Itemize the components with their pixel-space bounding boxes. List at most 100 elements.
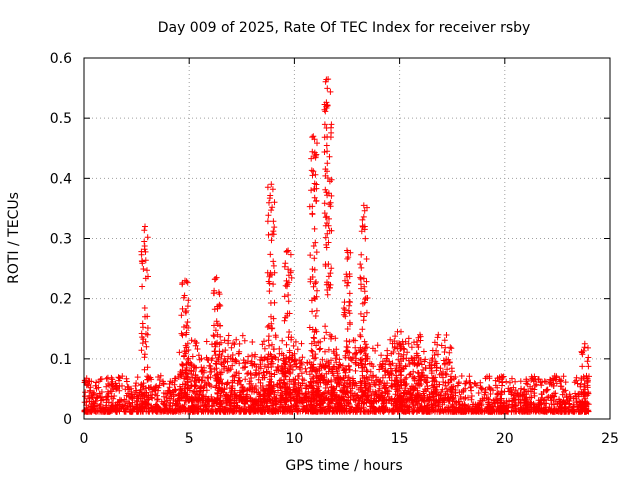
data-point (84, 381, 91, 388)
data-point (270, 228, 277, 235)
data-point (148, 394, 155, 401)
data-point (467, 384, 474, 391)
data-point (384, 380, 391, 387)
data-point (370, 363, 377, 370)
data-point (166, 395, 173, 402)
data-point (142, 223, 148, 230)
data-point (312, 389, 319, 396)
data-point (285, 272, 292, 279)
data-point (274, 381, 281, 388)
data-point (217, 333, 224, 340)
data-point (342, 366, 348, 373)
data-point (267, 270, 274, 276)
data-point (256, 370, 263, 377)
data-point (138, 347, 145, 354)
data-point (184, 386, 191, 392)
data-point (326, 153, 333, 160)
data-point (448, 345, 455, 352)
data-point (270, 382, 277, 389)
plot-frame (83, 57, 611, 420)
data-point (338, 404, 345, 411)
data-point (310, 283, 317, 290)
data-point (219, 380, 226, 386)
x-tick-label: 10 (285, 431, 303, 447)
data-point (397, 364, 404, 371)
data-point (322, 172, 329, 179)
data-point (484, 404, 491, 411)
data-point (341, 402, 348, 409)
data-point (144, 364, 151, 371)
data-point (271, 371, 278, 378)
data-point (258, 354, 265, 361)
data-point (510, 397, 517, 404)
data-point (282, 370, 289, 377)
data-point (116, 374, 123, 381)
data-point (312, 296, 318, 302)
data-point (217, 400, 224, 407)
data-point (401, 346, 408, 353)
y-tick-label: 0.5 (50, 111, 72, 127)
y-tick-label: 0.6 (50, 51, 72, 67)
data-point (142, 385, 149, 392)
data-point (308, 167, 315, 174)
data-point (414, 352, 421, 359)
data-point (268, 373, 275, 380)
data-point (285, 356, 292, 363)
data-point (443, 371, 450, 378)
data-point (418, 403, 425, 410)
data-point (318, 373, 325, 379)
data-point (285, 279, 292, 286)
data-point (409, 355, 416, 362)
data-point (556, 376, 563, 383)
data-point (261, 338, 267, 345)
data-point (184, 303, 191, 310)
data-point (255, 376, 262, 383)
data-point (387, 365, 394, 372)
data-point (123, 392, 130, 399)
data-point (160, 380, 167, 387)
data-point (432, 390, 438, 397)
data-point (312, 354, 319, 361)
data-point (321, 335, 328, 342)
data-point (387, 336, 394, 343)
data-point (402, 385, 409, 392)
data-point (217, 407, 224, 414)
data-point (344, 399, 351, 405)
data-point (357, 310, 364, 317)
data-point (403, 397, 410, 404)
data-point (332, 335, 339, 342)
data-point (177, 385, 184, 392)
data-point (326, 284, 333, 291)
data-point (110, 395, 117, 402)
data-point (346, 290, 353, 297)
data-point (404, 404, 411, 410)
data-point (233, 358, 240, 365)
data-point (205, 380, 212, 387)
data-point (145, 396, 152, 403)
data-point (322, 348, 328, 355)
data-point (381, 403, 388, 410)
data-point (98, 397, 105, 404)
data-point (264, 184, 271, 191)
data-point (311, 295, 318, 301)
data-point (394, 383, 401, 390)
data-point (176, 406, 182, 413)
data-point (328, 378, 335, 385)
data-point (466, 373, 473, 380)
data-point (242, 359, 249, 366)
data-point (140, 336, 147, 343)
data-point (324, 220, 330, 226)
data-point (199, 374, 206, 380)
data-point (338, 397, 345, 404)
data-point (434, 341, 441, 348)
data-point (357, 332, 364, 338)
data-point (525, 388, 532, 394)
data-point (361, 338, 368, 345)
data-point (325, 346, 332, 353)
data-point (278, 393, 285, 399)
data-point (468, 387, 475, 394)
data-point (202, 397, 209, 404)
data-point (584, 384, 591, 391)
data-point (411, 396, 418, 403)
data-point (264, 389, 271, 396)
